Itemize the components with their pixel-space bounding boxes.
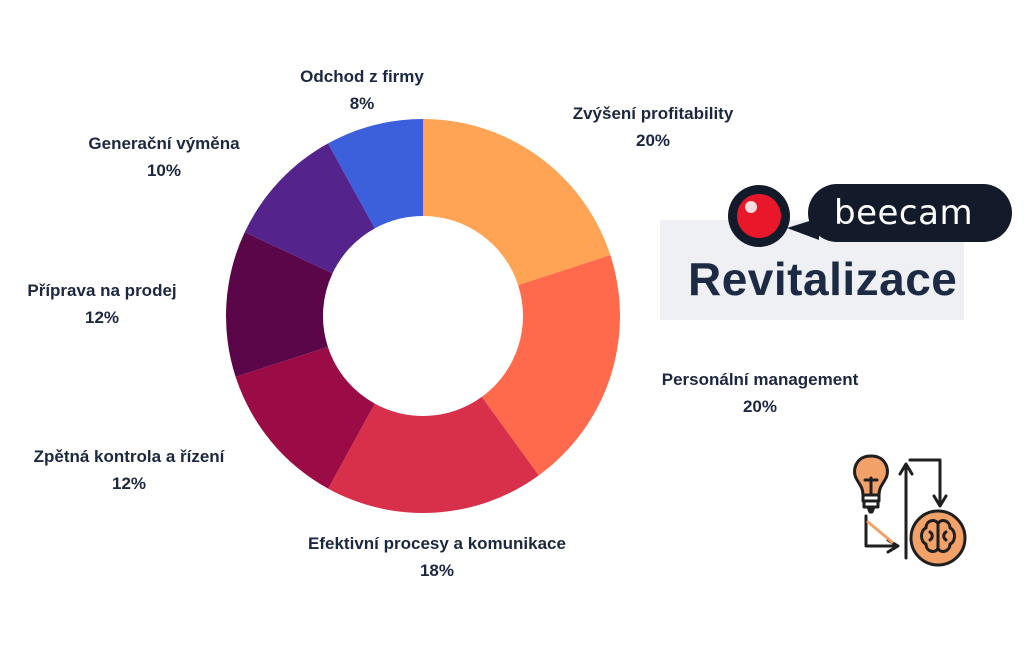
label-priprava-na-prodej: Příprava na prodej 12% [27, 277, 176, 331]
lightbulb-brain-cycle-icon [853, 454, 967, 567]
label-value: 12% [111, 474, 147, 493]
logo-speech-bubble [808, 184, 1012, 242]
donut-slice-2 [481, 255, 620, 476]
donut-slice-7 [328, 119, 423, 229]
donut-slice-5 [226, 232, 333, 377]
label-value: 12% [84, 308, 120, 327]
label-value: 8% [349, 94, 375, 113]
donut-slice-1 [423, 119, 611, 286]
label-name: Zvýšení profitability [572, 104, 734, 123]
label-personalni-management: Personální management 20% [662, 366, 859, 420]
label-value: 10% [146, 161, 182, 180]
label-value: 20% [635, 131, 671, 150]
donut-slice-3 [328, 396, 539, 513]
label-name: Odchod z firmy [300, 67, 424, 86]
label-generacni-vymena: Generační výměna 10% [88, 130, 239, 184]
logo-eye-icon [728, 185, 819, 247]
label-name: Personální management [661, 370, 859, 389]
label-value: 18% [419, 561, 455, 580]
label-zvyseni-profitability: Zvýšení profitability 20% [573, 100, 734, 154]
label-name: Příprava na prodej [27, 281, 177, 300]
label-value: 20% [742, 397, 778, 416]
label-name: Generační výměna [88, 134, 240, 153]
donut-slice-4 [235, 346, 375, 489]
label-efektivni-procesy: Efektivní procesy a komunikace 18% [308, 530, 566, 584]
donut-slice-6 [244, 143, 375, 274]
label-name: Zpětná kontrola a řízení [33, 447, 225, 466]
label-odchod-z-firmy: Odchod z firmy 8% [300, 63, 424, 117]
label-zpetna-kontrola: Zpětná kontrola a řízení 12% [34, 443, 225, 497]
logo-text: beecam [834, 193, 974, 233]
label-name: Efektivní procesy a komunikace [308, 534, 566, 553]
page-title: Revitalizace [688, 253, 958, 305]
